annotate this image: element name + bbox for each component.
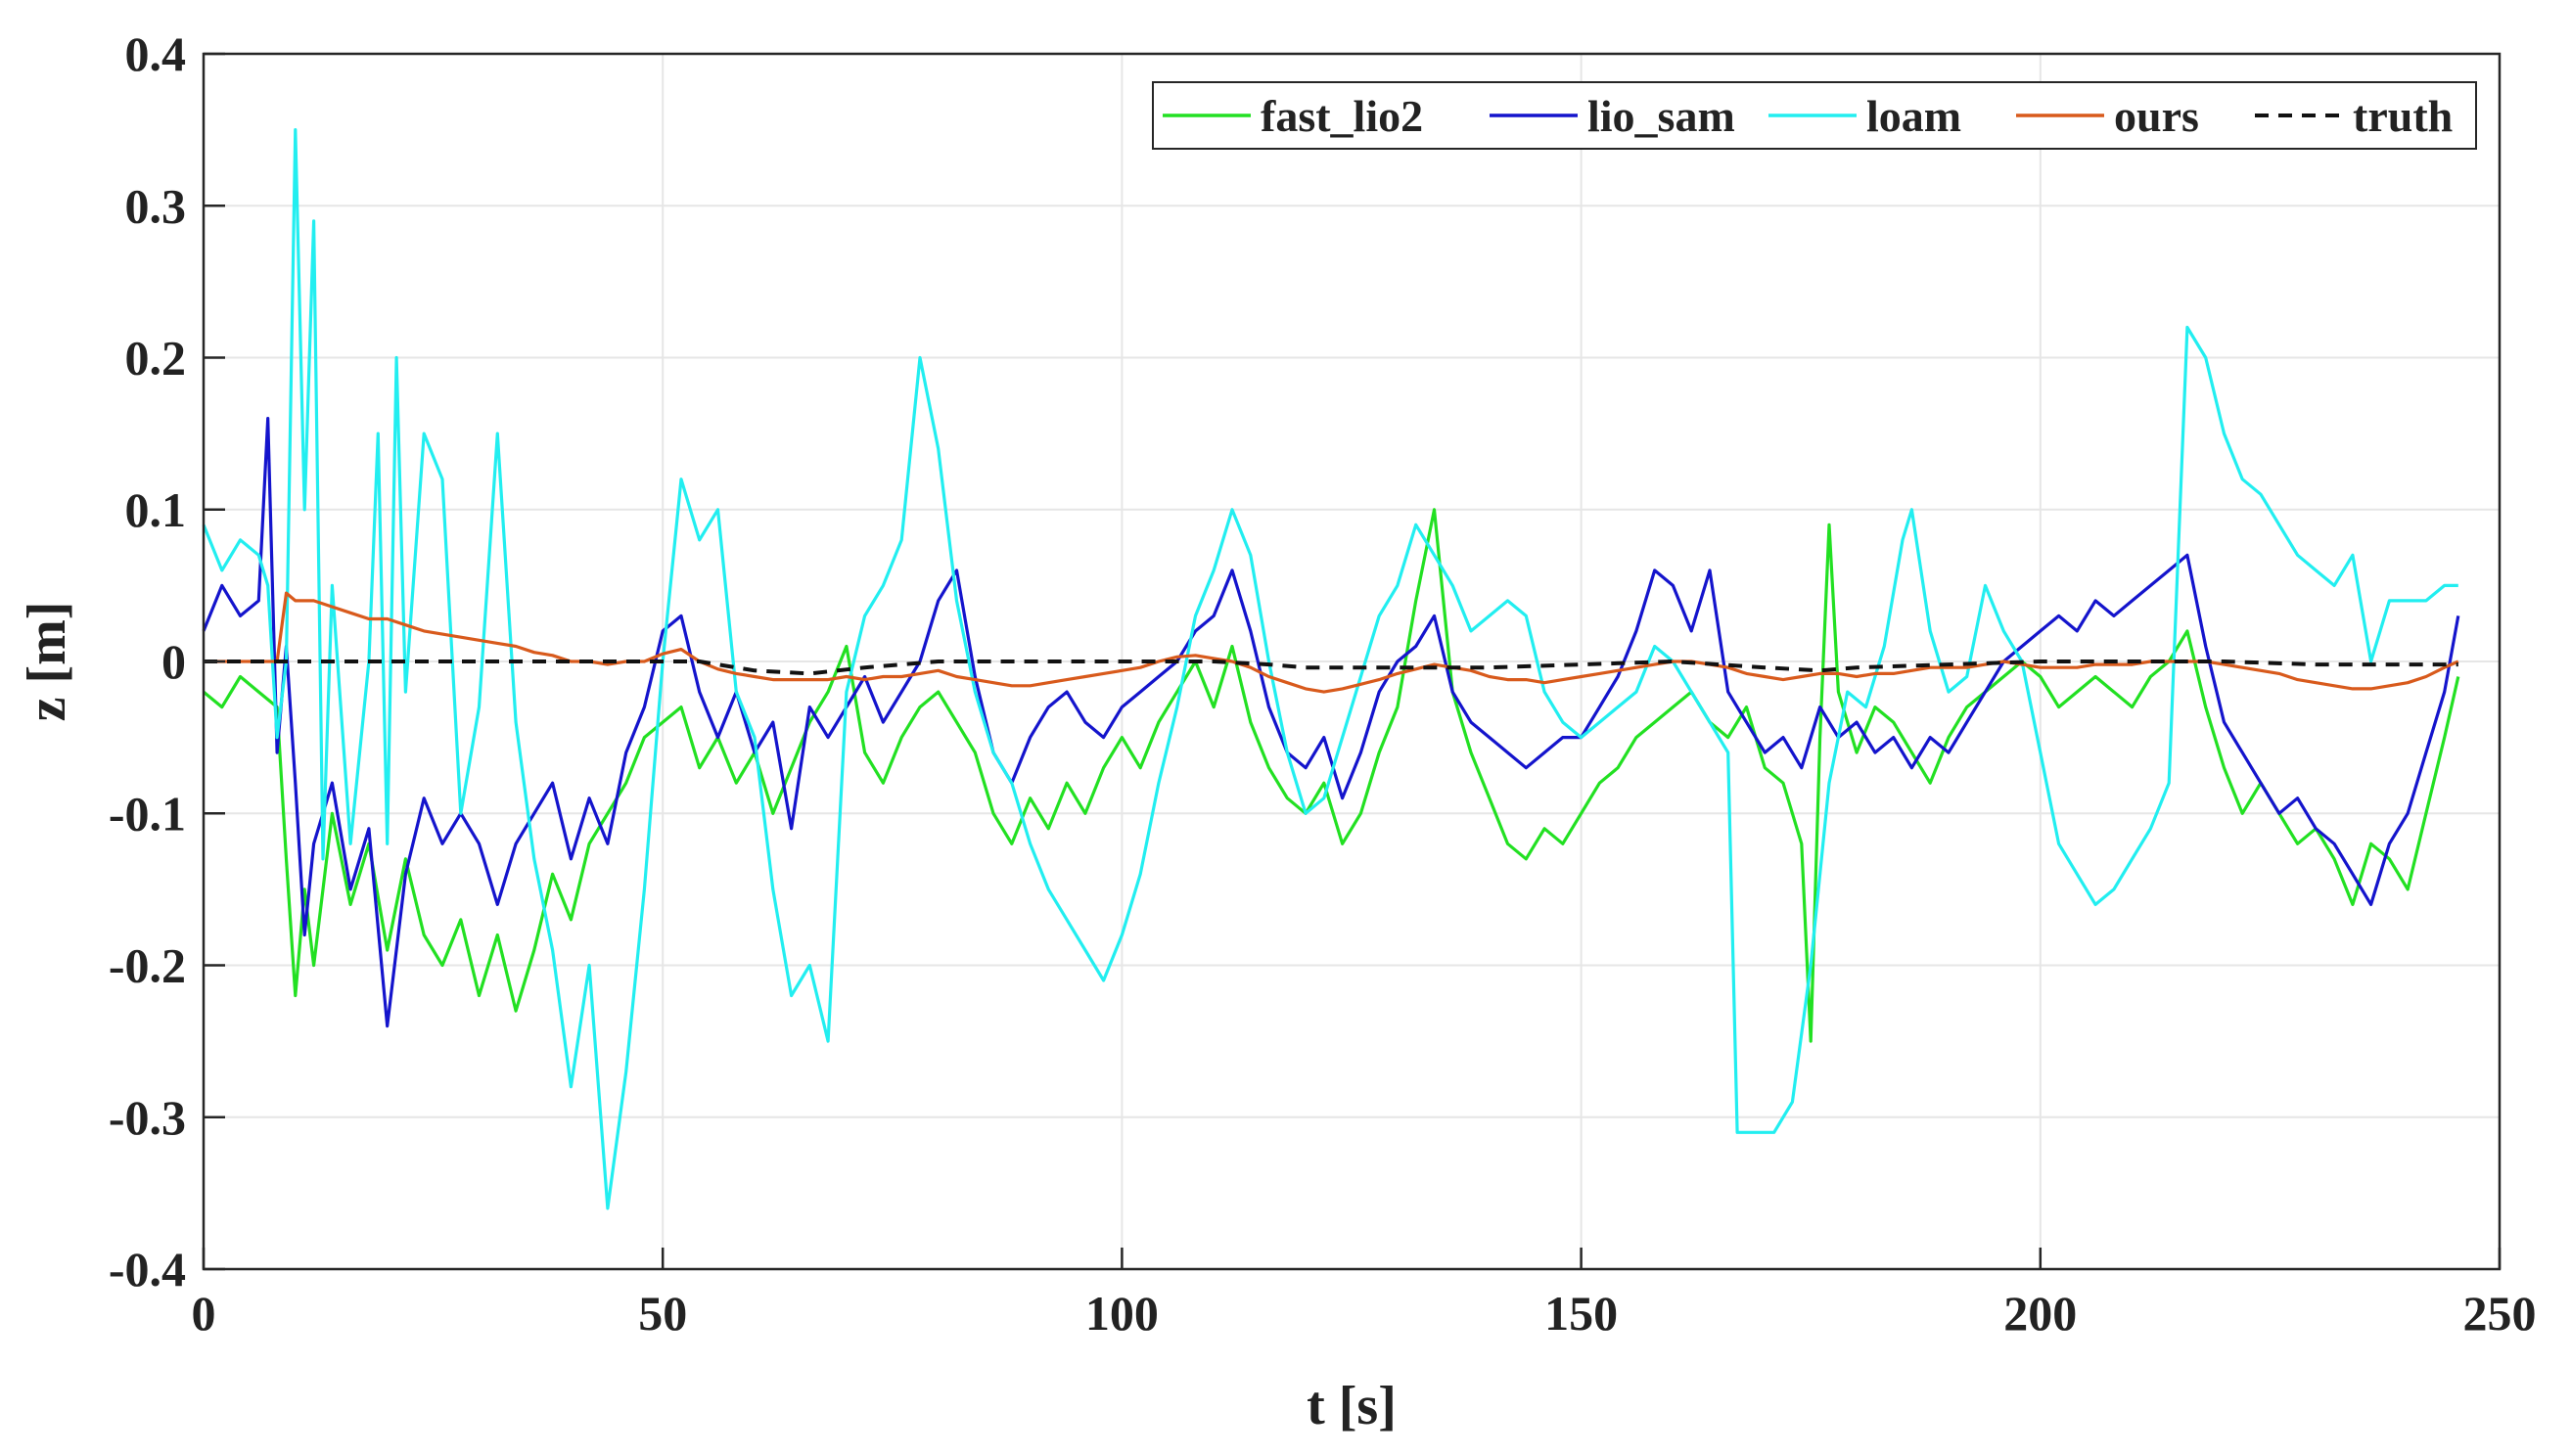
legend-label-lio-sam: lio_sam <box>1587 91 1735 141</box>
x-axis-ticks: 0 50 100 150 200 250 <box>192 1248 2537 1341</box>
x-tick-label: 200 <box>2003 1286 2077 1341</box>
legend: fast_lio2 lio_sam loam ours truth <box>1152 81 2477 150</box>
y-tick-label: -0.1 <box>109 786 186 841</box>
y-tick-label: -0.2 <box>109 938 186 993</box>
y-tick-label: 0.3 <box>125 178 187 233</box>
y-tick-label: 0.1 <box>125 482 187 537</box>
series-line-loam <box>202 128 2458 1210</box>
legend-label-ours: ours <box>2114 91 2199 141</box>
series-line-fast-lio2 <box>202 508 2460 1043</box>
legend-label-fast-lio2: fast_lio2 <box>1261 91 1423 141</box>
x-tick-label: 0 <box>192 1286 216 1341</box>
series-line-truth <box>204 660 2458 676</box>
y-tick-label: -0.3 <box>109 1090 186 1145</box>
series-line-ours <box>204 591 2459 694</box>
x-tick-label: 50 <box>638 1286 687 1341</box>
series-layer <box>202 128 2460 1210</box>
y-axis-label: z [m] <box>17 602 77 722</box>
y-tick-label: 0.4 <box>125 26 187 81</box>
y-tick-label: 0 <box>161 634 186 689</box>
x-tick-label: 250 <box>2463 1286 2537 1341</box>
series-line-lio-sam <box>202 417 2460 1028</box>
x-tick-label: 150 <box>1544 1286 1618 1341</box>
legend-label-loam: loam <box>1866 91 1961 141</box>
legend-items: fast_lio2 lio_sam loam ours truth <box>1163 91 2453 141</box>
y-tick-label: -0.4 <box>109 1242 186 1297</box>
y-axis-ticks: -0.4 -0.3 -0.2 -0.1 0 0.1 0.2 0.3 0.4 <box>109 26 225 1297</box>
legend-label-truth: truth <box>2353 91 2453 141</box>
y-tick-label: 0.2 <box>125 331 187 386</box>
x-axis-label: t [s] <box>1307 1376 1397 1436</box>
x-tick-label: 100 <box>1085 1286 1159 1341</box>
